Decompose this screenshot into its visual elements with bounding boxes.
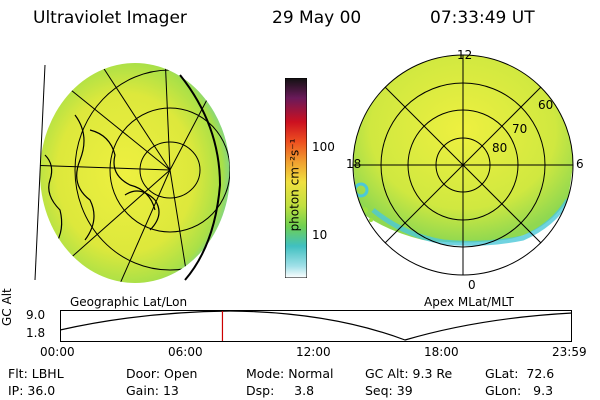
instrument-title: Ultraviolet Imager <box>33 8 187 28</box>
polar-map <box>352 54 574 276</box>
status-gcalt: GC Alt: 9.3 Re <box>365 366 453 381</box>
colorbar <box>285 78 307 278</box>
status-glat: GLat: 72.6 <box>485 366 555 381</box>
altitude-ytick-high: 9.0 <box>26 308 46 322</box>
colorbar-tick-10: 10 <box>312 228 328 242</box>
lat-label-70: 70 <box>512 122 528 136</box>
status-door: Door: Open <box>126 366 198 381</box>
status-gain: Gain: 13 <box>126 383 179 398</box>
lat-label-60: 60 <box>538 98 554 112</box>
status-flt: Flt: LBHL <box>8 366 64 381</box>
mlt-label-18: 18 <box>346 157 362 171</box>
time-label: 07:33:49 UT <box>430 8 535 28</box>
apex-label: Apex MLat/MLT <box>424 295 514 309</box>
status-glon: GLon: 9.3 <box>485 383 554 398</box>
xtick-2359: 23:59 <box>552 345 587 359</box>
geographic-map <box>34 63 230 283</box>
date-label: 29 May 00 <box>272 8 362 28</box>
xtick-0600: 06:00 <box>168 345 203 359</box>
status-dsp: Dsp: 3.8 <box>246 383 315 398</box>
status-ip: IP: 36.0 <box>8 383 56 398</box>
mlt-label-0: 0 <box>468 278 476 292</box>
xtick-1200: 12:00 <box>296 345 331 359</box>
mlt-label-12: 12 <box>457 48 473 62</box>
colorbar-unit-label: photon cm⁻²s⁻¹ <box>287 138 302 232</box>
mlt-label-6: 6 <box>576 157 584 171</box>
colorbar-tick-100: 100 <box>312 140 335 154</box>
earth-disk <box>40 63 230 283</box>
status-seq: Seq: 39 <box>365 383 413 398</box>
status-mode: Mode: Normal <box>246 366 334 381</box>
altitude-ytick-low: 1.8 <box>26 326 46 340</box>
altitude-curve <box>60 310 572 341</box>
geographic-label: Geographic Lat/Lon <box>70 295 188 309</box>
altitude-y-label: GC Alt <box>0 288 14 326</box>
xtick-1800: 18:00 <box>424 345 459 359</box>
altitude-plot <box>60 310 572 342</box>
lat-label-80: 80 <box>492 141 508 155</box>
xtick-0000: 00:00 <box>40 345 75 359</box>
